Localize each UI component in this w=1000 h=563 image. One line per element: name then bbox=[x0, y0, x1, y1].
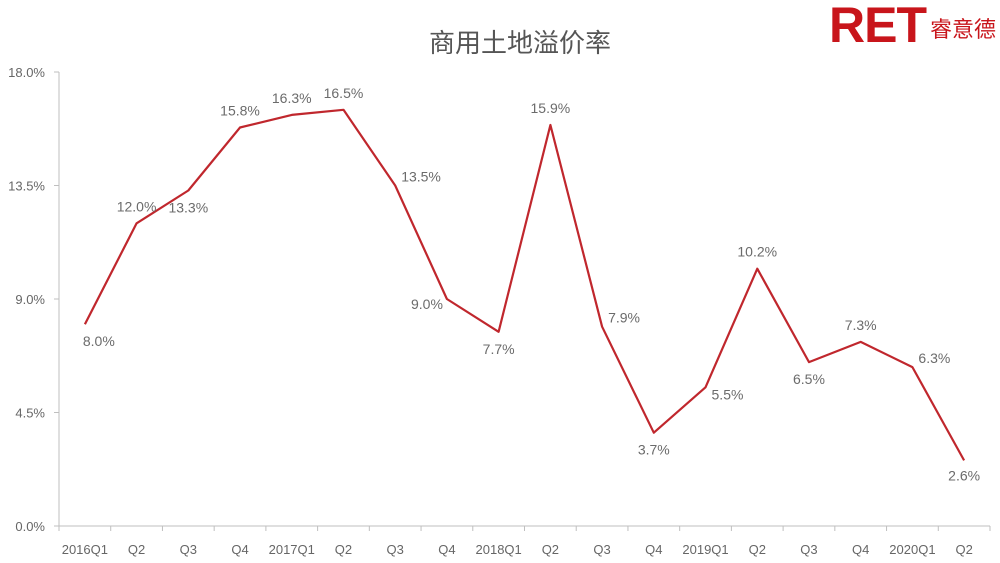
x-tick-label: Q4 bbox=[645, 542, 662, 557]
data-label: 3.7% bbox=[638, 442, 670, 458]
x-tick-label: 2018Q1 bbox=[476, 542, 522, 557]
x-tick-label: Q2 bbox=[749, 542, 766, 557]
data-label: 5.5% bbox=[712, 386, 744, 402]
data-label: 8.0% bbox=[83, 333, 115, 349]
chart-title: 商用土地溢价率 bbox=[429, 29, 611, 59]
data-label: 15.9% bbox=[531, 100, 571, 116]
y-tick-label: 9.0% bbox=[15, 292, 45, 307]
x-tick-label: Q2 bbox=[128, 542, 145, 557]
data-label: 10.2% bbox=[737, 244, 777, 260]
data-labels: 8.0% 12.0% 13.3% 15.8% 16.3% 16.5% 13.5% 9.0% 7.… bbox=[83, 85, 980, 484]
data-label: 7.3% bbox=[845, 317, 877, 333]
x-tick-label: Q3 bbox=[800, 542, 817, 557]
data-label: 13.3% bbox=[168, 200, 208, 216]
logo-mark: RET bbox=[828, 0, 927, 53]
data-label: 13.5% bbox=[401, 169, 441, 185]
data-label: 6.5% bbox=[793, 371, 825, 387]
y-tick-labels: 0.0% 4.5% 9.0% 13.5% 18.0% bbox=[8, 65, 59, 534]
data-label: 9.0% bbox=[411, 296, 443, 312]
data-label: 7.7% bbox=[483, 341, 515, 357]
x-tick-label: Q4 bbox=[231, 542, 248, 557]
x-tick-label: Q3 bbox=[593, 542, 610, 557]
x-tick-label: 2017Q1 bbox=[269, 542, 315, 557]
data-label: 12.0% bbox=[117, 198, 157, 214]
series-line bbox=[83, 108, 966, 461]
x-tick-label: Q3 bbox=[387, 542, 404, 557]
data-label: 15.8% bbox=[220, 102, 260, 118]
y-tick-label: 18.0% bbox=[8, 65, 45, 80]
data-label: 6.3% bbox=[918, 350, 950, 366]
ret-logo: RET 睿意德 bbox=[829, 0, 996, 50]
x-tick-label: Q2 bbox=[955, 542, 972, 557]
x-tick-label: 2016Q1 bbox=[62, 542, 108, 557]
y-tick-label: 4.5% bbox=[15, 406, 45, 421]
x-tick-label: 2020Q1 bbox=[889, 542, 935, 557]
x-tick-label: Q4 bbox=[852, 542, 869, 557]
y-tick-label: 0.0% bbox=[15, 519, 45, 534]
data-label: 16.3% bbox=[272, 90, 312, 106]
x-tick-label: Q3 bbox=[180, 542, 197, 557]
x-tick-label: Q2 bbox=[542, 542, 559, 557]
logo-text: 睿意德 bbox=[929, 18, 996, 43]
data-label: 2.6% bbox=[948, 467, 980, 483]
data-label: 16.5% bbox=[324, 85, 364, 101]
x-tick-label: Q4 bbox=[438, 542, 455, 557]
x-tick-label: 2019Q1 bbox=[682, 542, 728, 557]
data-label: 7.9% bbox=[608, 310, 640, 326]
x-tick-label: Q2 bbox=[335, 542, 352, 557]
x-tick-labels: 2016Q1 Q2 Q3 Q4 2017Q1 Q2 Q3 Q4 2018Q1 Q2 Q3 Q4 2019… bbox=[58, 526, 991, 557]
y-tick-label: 13.5% bbox=[8, 179, 45, 194]
